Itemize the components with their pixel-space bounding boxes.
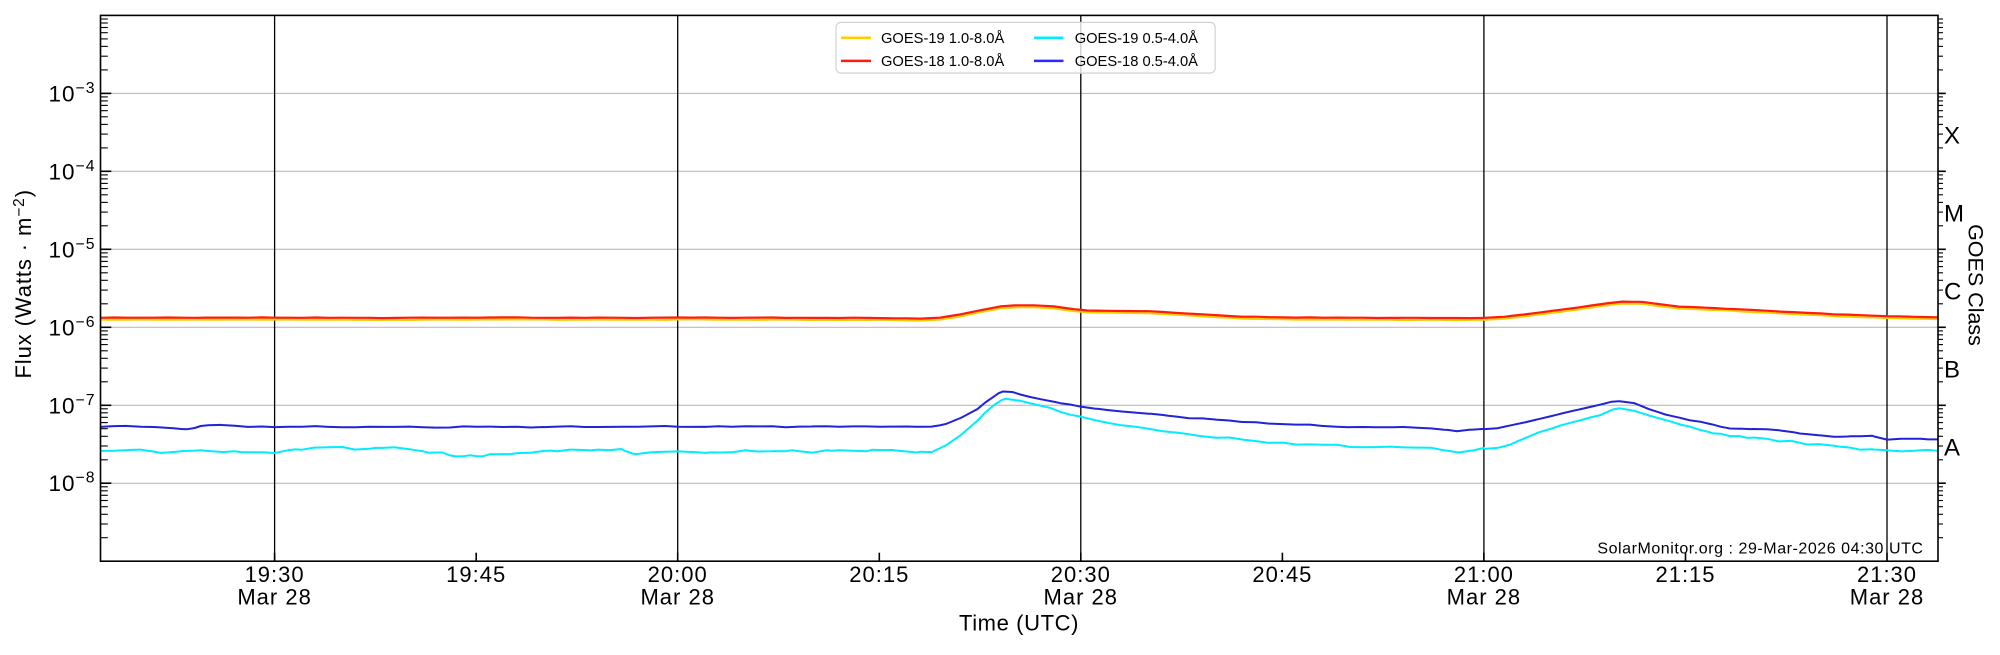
svg-text:B: B <box>1944 357 1960 384</box>
svg-text:Flux (Watts · m−2): Flux (Watts · m−2) <box>11 189 36 379</box>
svg-text:Mar 28: Mar 28 <box>1850 585 1924 610</box>
svg-text:20:30: 20:30 <box>1051 562 1111 587</box>
svg-text:Mar 28: Mar 28 <box>237 585 311 610</box>
svg-text:20:00: 20:00 <box>648 562 708 587</box>
svg-text:M: M <box>1944 201 1964 228</box>
svg-text:Time (UTC): Time (UTC) <box>959 611 1079 636</box>
svg-text:GOES Class: GOES Class <box>1964 224 1988 346</box>
svg-text:GOES-19 0.5-4.0Å: GOES-19 0.5-4.0Å <box>1075 30 1198 47</box>
svg-text:C: C <box>1944 279 1961 306</box>
svg-text:19:30: 19:30 <box>245 562 305 587</box>
svg-text:19:45: 19:45 <box>446 562 506 587</box>
svg-text:21:30: 21:30 <box>1857 562 1917 587</box>
svg-text:SolarMonitor.org : 29-Mar-2026: SolarMonitor.org : 29-Mar-2026 04:30 UTC <box>1597 541 1923 558</box>
svg-text:GOES-18 0.5-4.0Å: GOES-18 0.5-4.0Å <box>1075 53 1198 70</box>
svg-text:20:45: 20:45 <box>1252 562 1312 587</box>
svg-text:GOES-18 1.0-8.0Å: GOES-18 1.0-8.0Å <box>881 53 1004 70</box>
svg-text:Mar 28: Mar 28 <box>1044 585 1118 610</box>
svg-text:21:00: 21:00 <box>1454 562 1514 587</box>
svg-text:10−3: 10−3 <box>48 80 95 107</box>
svg-text:GOES-19 1.0-8.0Å: GOES-19 1.0-8.0Å <box>881 30 1004 47</box>
svg-text:Mar 28: Mar 28 <box>1447 585 1521 610</box>
svg-text:A: A <box>1944 434 1960 461</box>
svg-text:X: X <box>1944 123 1960 150</box>
svg-text:21:15: 21:15 <box>1655 562 1715 587</box>
svg-text:20:15: 20:15 <box>849 562 909 587</box>
svg-text:Mar 28: Mar 28 <box>640 585 714 610</box>
